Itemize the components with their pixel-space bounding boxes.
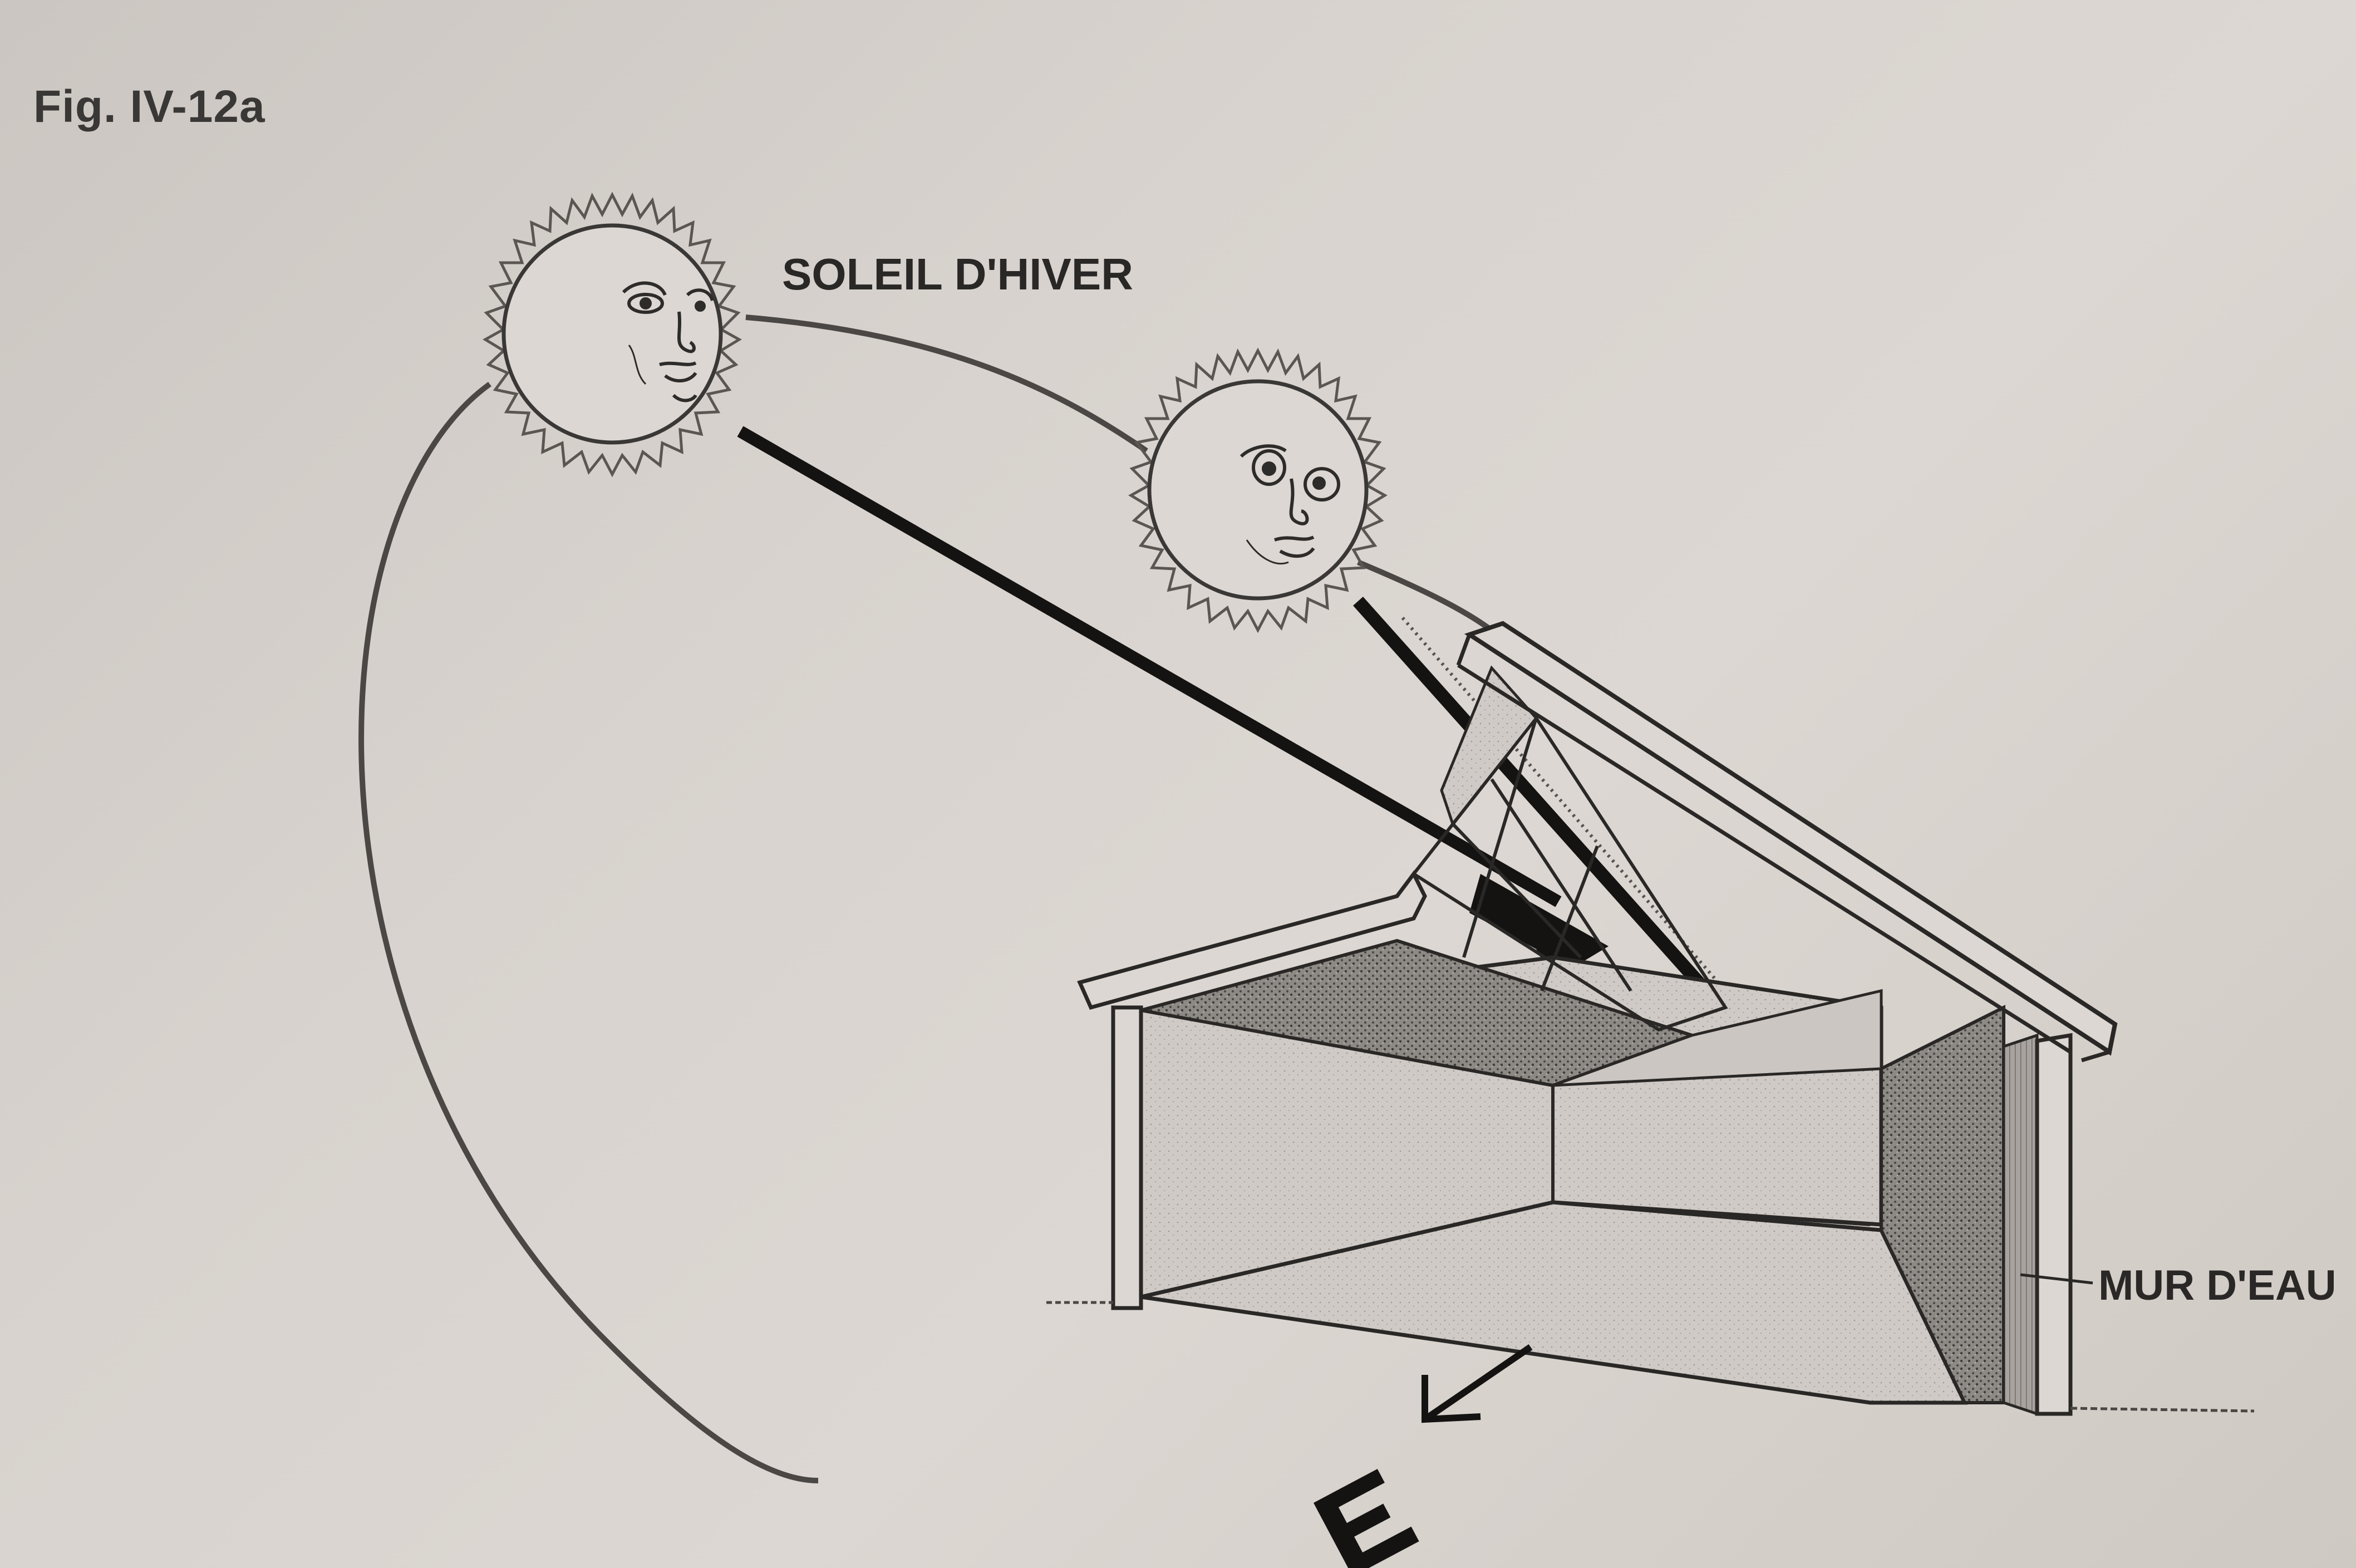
water-wall-label: MUR D'EAU xyxy=(2098,1262,2337,1309)
water-wall-leader xyxy=(2020,1273,2093,1285)
sun-icon xyxy=(483,191,742,478)
sun-icon xyxy=(1128,347,1388,633)
east-arrow-icon xyxy=(1422,1344,1533,1423)
figure-label: Fig. IV-12a xyxy=(33,81,265,132)
house-section xyxy=(1046,621,2255,1416)
sun-path-arc xyxy=(358,314,1499,1483)
winter-sun-label: SOLEIL D'HIVER xyxy=(782,249,1133,299)
east-letter xyxy=(1314,1468,1419,1568)
